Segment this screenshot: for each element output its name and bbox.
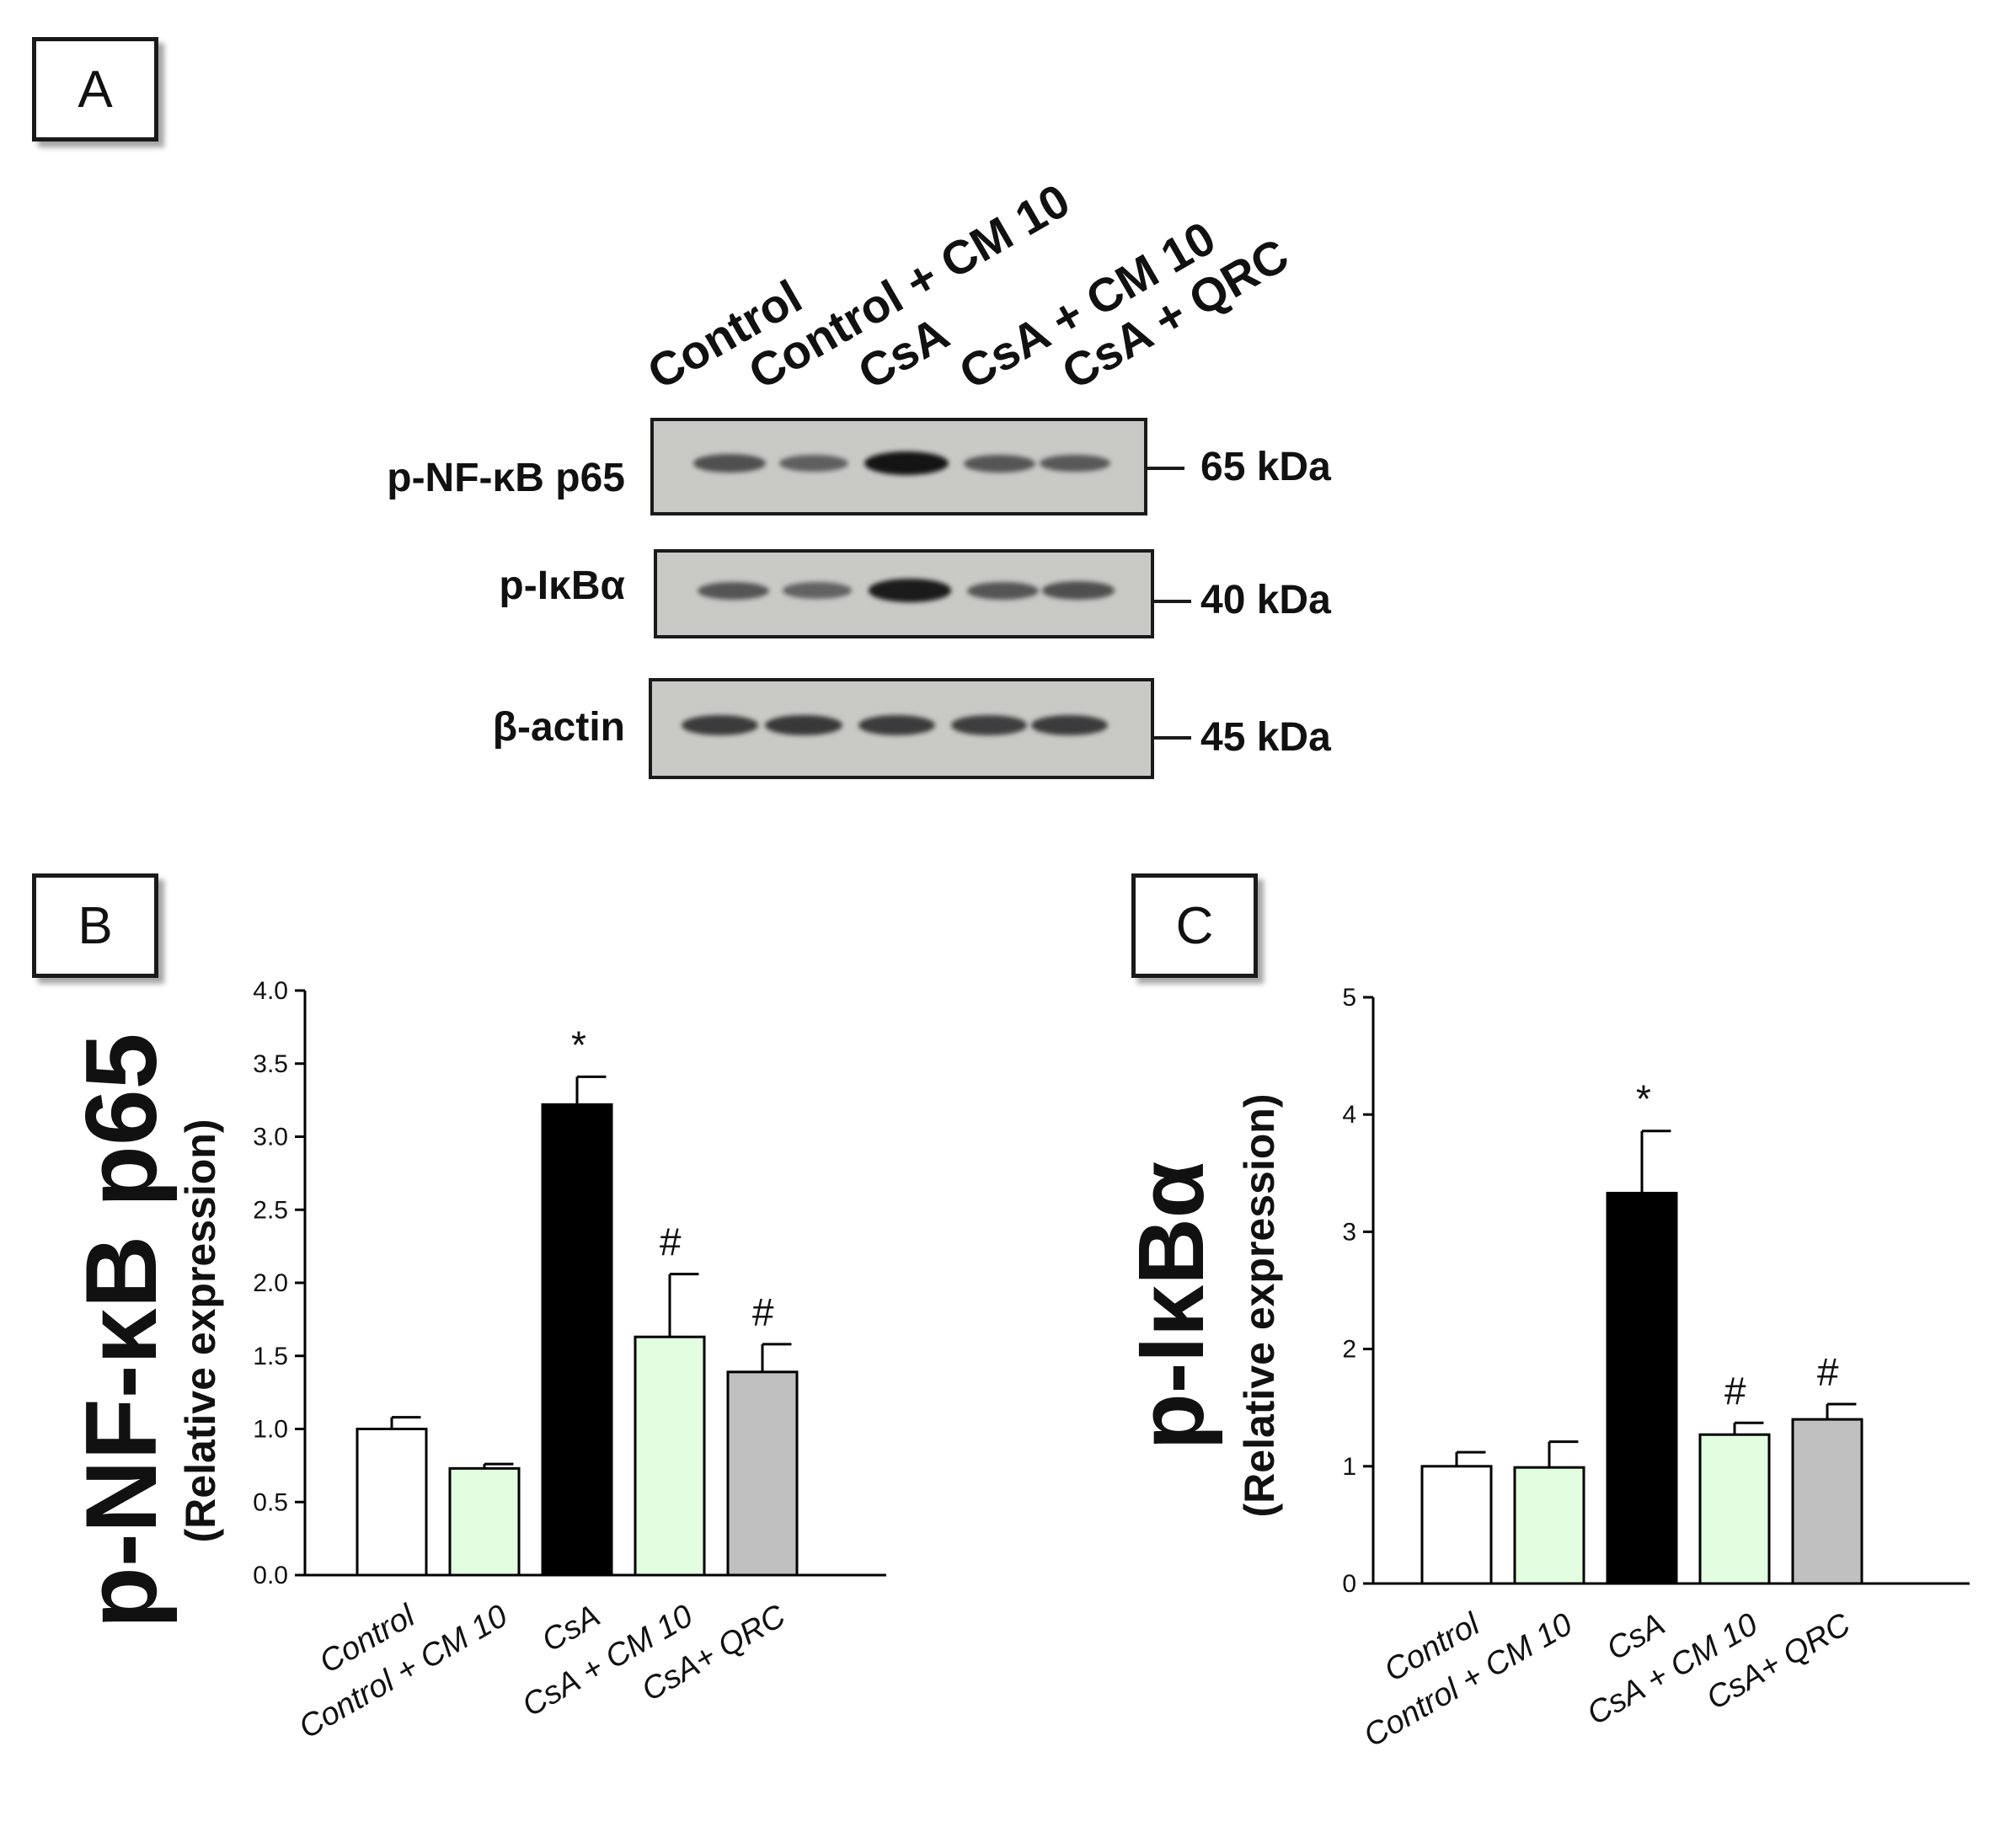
- bar: [1513, 1466, 1585, 1585]
- blot-row-label-actin: β-actin: [492, 705, 625, 750]
- blot-band: [778, 455, 849, 472]
- blot-band: [681, 715, 758, 735]
- y-tick-label: 3: [1342, 1218, 1356, 1246]
- y-tick-label: 4: [1342, 1101, 1356, 1129]
- blot-strip-actin: [649, 678, 1154, 779]
- blot-band: [963, 454, 1035, 473]
- significance-marker: *: [1634, 1077, 1651, 1121]
- kda-label-45: 45 kDa: [1200, 715, 1331, 760]
- kda-tick-40: [1154, 600, 1191, 603]
- significance-marker: #: [659, 1220, 682, 1264]
- blot-row-label-p65: p-NF-κB p65: [387, 456, 625, 500]
- blot-band: [1041, 581, 1115, 600]
- bar: [448, 1466, 521, 1577]
- kda-label-65: 65 kDa: [1200, 445, 1331, 489]
- blot-band: [765, 714, 842, 736]
- significance-marker: #: [751, 1290, 774, 1334]
- kda-tick-65: [1147, 467, 1184, 470]
- y-tick-label: 3.0: [253, 1124, 288, 1151]
- kda-label-40: 40 kDa: [1200, 578, 1331, 622]
- y-tick-label: 1.5: [253, 1343, 288, 1370]
- blot-strip-ikba: [654, 549, 1154, 638]
- y-tick-label: 5: [1342, 984, 1356, 1012]
- panel-label-b: B: [32, 873, 158, 978]
- significance-marker: #: [1816, 1350, 1839, 1394]
- y-tick-label: 2: [1342, 1336, 1356, 1364]
- y-tick-label: 2.5: [253, 1196, 288, 1224]
- chart-b-p65: 0.00.51.01.52.02.53.03.54.0ControlContro…: [65, 977, 886, 1746]
- y-tick-label: 0.0: [253, 1562, 288, 1589]
- blot-band: [1039, 454, 1111, 473]
- blot-band: [783, 582, 852, 599]
- bar: [726, 1370, 799, 1577]
- y-tick-label: 0.5: [253, 1488, 288, 1516]
- y-axis-subtitle: (Relative expression): [1236, 1094, 1283, 1518]
- blot-band: [966, 581, 1039, 600]
- significance-marker: #: [1724, 1369, 1746, 1413]
- blot-strip-p65: [650, 418, 1147, 515]
- bar: [1420, 1465, 1493, 1585]
- panel-label-c: C: [1131, 873, 1258, 978]
- blot-row-label-ikba: p-IκBα: [499, 563, 625, 608]
- bar: [1791, 1418, 1863, 1585]
- y-tick-label: 2.0: [253, 1269, 288, 1297]
- bar: [356, 1428, 428, 1577]
- kda-tick-45: [1154, 736, 1191, 740]
- blot-band: [864, 451, 949, 475]
- y-tick-label: 0: [1342, 1570, 1356, 1598]
- blot-band: [858, 715, 935, 735]
- blot-band: [950, 715, 1028, 735]
- blot-band: [697, 581, 769, 600]
- blot-band: [692, 454, 767, 473]
- bar: [634, 1335, 706, 1577]
- panel-label-a: A: [32, 37, 158, 142]
- y-axis-subtitle: (Relative expression): [177, 1119, 224, 1543]
- y-tick-label: 1: [1342, 1453, 1356, 1481]
- y-tick-label: 1.0: [253, 1416, 288, 1444]
- bar: [1606, 1191, 1678, 1585]
- bar: [541, 1103, 613, 1577]
- y-tick-label: 4.0: [253, 977, 288, 1005]
- y-axis-title: p-NF-κB p65: [65, 1033, 178, 1629]
- blot-band: [868, 579, 952, 602]
- y-axis-title: p-IκBα: [1120, 1162, 1223, 1450]
- blot-band: [1030, 715, 1108, 735]
- bar: [1698, 1433, 1771, 1585]
- significance-marker: *: [569, 1023, 586, 1066]
- y-tick-label: 3.5: [253, 1050, 288, 1078]
